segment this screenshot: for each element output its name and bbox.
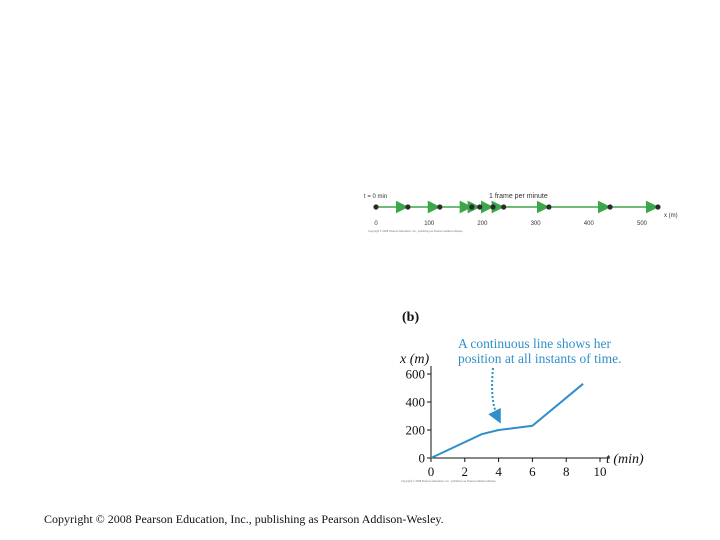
x-axis-label: t (min): [606, 452, 644, 467]
position-dot: [469, 204, 475, 210]
position-dot: [373, 204, 379, 210]
position-tick-label: 100: [424, 221, 435, 227]
x-axis-ticks: 0 2 4 6 8 10: [428, 458, 607, 479]
copyright-footer: Copyright © 2008 Pearson Education, Inc.…: [44, 512, 444, 526]
start-time-label: t = 0 min: [364, 194, 387, 200]
position-dot: [405, 204, 411, 210]
x-tick-label: 4: [495, 464, 502, 479]
position-dot: [501, 204, 507, 210]
annotation-line-2: position at all instants of time.: [458, 351, 621, 366]
x-tick-label: 6: [529, 464, 536, 479]
y-axis-ticks: 0 200 400 600: [406, 367, 431, 466]
y-tick-label: 200: [406, 423, 426, 438]
position-dot: [655, 204, 661, 210]
position-tick-label: 300: [531, 221, 542, 227]
motion-diagram: t = 0 min 1 frame per minute 0 100 200 300 4…: [364, 193, 678, 233]
panel-label: (b): [402, 310, 419, 325]
position-curve: [430, 383, 584, 459]
position-axis-ticks: 0 100 200 300 400 500: [374, 221, 647, 227]
position-tick-label: 200: [477, 221, 488, 227]
y-tick-label: 600: [406, 367, 426, 382]
position-dots: [373, 204, 661, 210]
y-tick-label: 400: [406, 395, 426, 410]
position-time-graph: (b) A continuous line shows her position…: [399, 310, 644, 483]
position-dot: [490, 204, 496, 210]
position-dot: [607, 204, 613, 210]
position-axis-label: x (m): [664, 213, 678, 219]
x-tick-label: 8: [563, 464, 570, 479]
position-dot: [477, 204, 483, 210]
y-axis-label: x (m): [399, 352, 429, 367]
position-tick-label: 500: [637, 221, 648, 227]
frame-rate-label: 1 frame per minute: [489, 193, 548, 200]
position-tick-label: 400: [584, 221, 595, 227]
position-tick-label: 0: [374, 221, 378, 227]
position-dot: [546, 204, 552, 210]
x-tick-label: 0: [428, 464, 435, 479]
annotation-arrow: [488, 367, 501, 424]
position-dot: [437, 204, 443, 210]
y-tick-label: 0: [419, 451, 426, 466]
annotation-line-1: A continuous line shows her: [458, 336, 611, 351]
x-tick-label: 2: [462, 464, 469, 479]
top-figure-credit: Copyright © 2008 Pearson Education, Inc.…: [368, 229, 464, 233]
x-tick-label: 10: [594, 464, 607, 479]
bottom-figure-credit: Copyright © 2008 Pearson Education, Inc.…: [401, 479, 497, 483]
